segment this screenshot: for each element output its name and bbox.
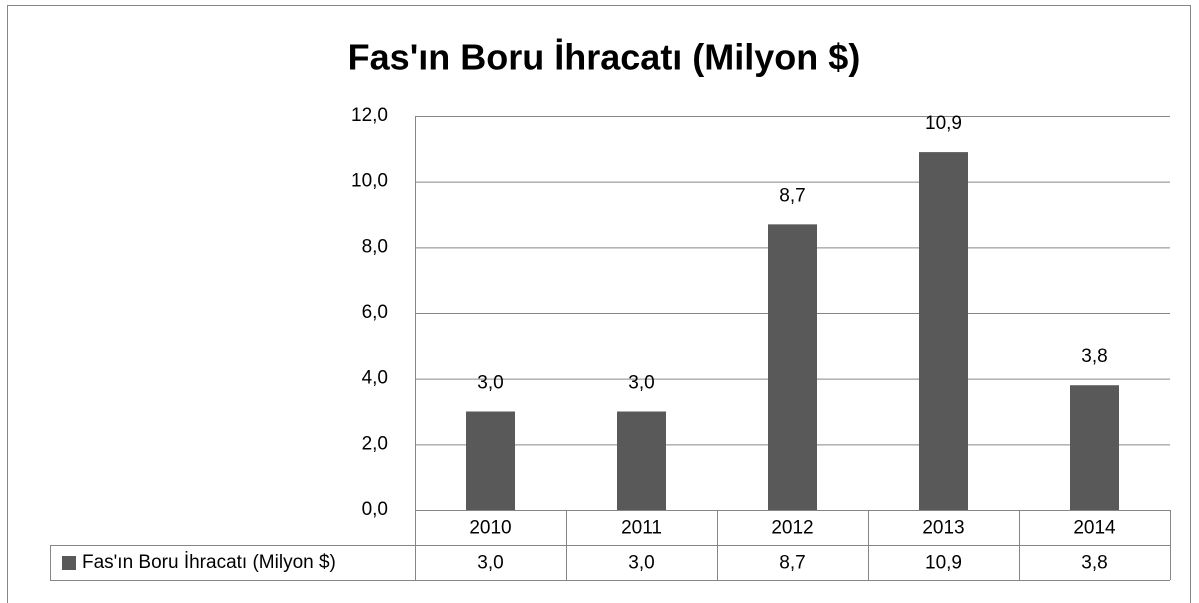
- chart-title: Fas'ın Boru İhracatı (Milyon $): [348, 37, 861, 78]
- data-label: 3,0: [477, 373, 503, 394]
- y-tick-label: 2,0: [362, 433, 388, 454]
- y-tick-label: 6,0: [362, 302, 388, 323]
- y-tick-label: 10,0: [351, 171, 388, 192]
- data-label: 10,9: [925, 113, 962, 134]
- table-value: 3,8: [1081, 553, 1107, 574]
- y-tick-label: 4,0: [362, 368, 388, 389]
- data-label: 3,8: [1081, 346, 1107, 367]
- data-label: 3,0: [628, 373, 654, 394]
- x-tick-label: 2011: [621, 518, 662, 539]
- y-tick-label: 8,0: [362, 236, 388, 257]
- x-tick-label: 2010: [469, 518, 511, 539]
- table-value: 8,7: [779, 553, 805, 574]
- bar: [768, 224, 817, 510]
- chart-border: [7, 5, 1191, 603]
- table-value: 3,0: [628, 553, 654, 574]
- table-value: 3,0: [477, 553, 503, 574]
- y-tick-label: 12,0: [351, 105, 388, 126]
- bar: [1070, 385, 1119, 510]
- legend-key: [62, 556, 76, 570]
- x-tick-label: 2012: [771, 518, 813, 539]
- bar: [617, 411, 666, 510]
- y-tick-label: 0,0: [362, 499, 388, 520]
- x-tick-label: 2013: [922, 518, 964, 539]
- data-label: 8,7: [779, 185, 805, 206]
- bar: [466, 411, 515, 510]
- legend-label: Fas'ın Boru İhracatı (Milyon $): [82, 552, 336, 573]
- table-value: 10,9: [925, 553, 962, 574]
- bar: [919, 152, 968, 510]
- x-tick-label: 2014: [1073, 518, 1116, 539]
